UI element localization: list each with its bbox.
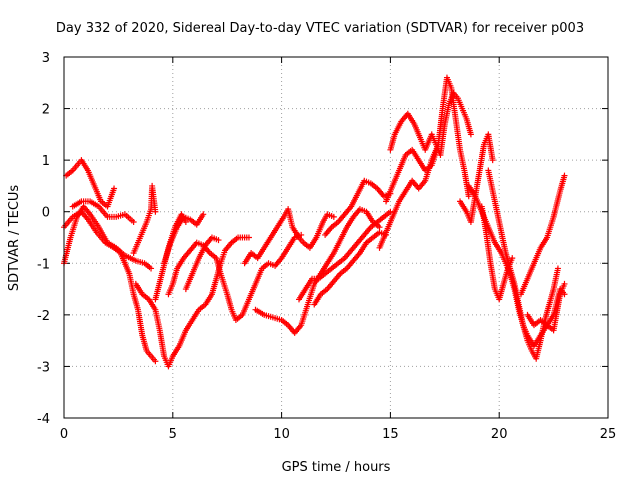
x-axis-label: GPS time / hours bbox=[282, 460, 391, 475]
data-point bbox=[561, 172, 568, 179]
x-tick-label: 0 bbox=[60, 427, 68, 442]
x-tick-label: 15 bbox=[382, 427, 399, 442]
data-point bbox=[245, 234, 252, 241]
data-point bbox=[554, 265, 561, 272]
y-tick-label: 0 bbox=[42, 206, 50, 221]
data-point bbox=[561, 280, 568, 287]
data-point bbox=[215, 237, 222, 244]
y-tick-label: -3 bbox=[37, 360, 50, 375]
data-point bbox=[200, 211, 207, 218]
data-point bbox=[489, 157, 496, 164]
data-point bbox=[561, 291, 568, 298]
data-point bbox=[387, 208, 394, 215]
x-tick-label: 5 bbox=[169, 427, 177, 442]
data-point bbox=[148, 265, 155, 272]
data-points bbox=[61, 74, 568, 370]
data-point bbox=[376, 224, 383, 231]
data-point bbox=[509, 255, 516, 262]
data-point bbox=[152, 208, 159, 215]
chart-title: Day 332 of 2020, Sidereal Day-to-day VTE… bbox=[56, 21, 584, 36]
x-tick-label: 25 bbox=[600, 427, 617, 442]
y-tick-label: 3 bbox=[42, 51, 50, 66]
y-tick-label: 2 bbox=[42, 103, 50, 118]
plot-frame bbox=[63, 56, 609, 419]
y-axis-label: SDTVAR / TECUs bbox=[7, 185, 22, 292]
y-tick-label: -2 bbox=[37, 309, 50, 324]
y-tick-label: 1 bbox=[42, 154, 50, 169]
y-tick-label: -1 bbox=[37, 257, 50, 272]
data-point bbox=[467, 131, 474, 138]
data-point bbox=[435, 141, 442, 148]
axis-ticks: 0 5 10 15 20 25 -4 -3 -2 -1 0 1 2 3 bbox=[37, 51, 616, 442]
data-point bbox=[130, 219, 137, 226]
data-point bbox=[465, 193, 472, 200]
y-tick-label: -4 bbox=[37, 412, 50, 427]
x-tick-label: 20 bbox=[491, 427, 508, 442]
data-point bbox=[330, 213, 337, 220]
data-point bbox=[111, 185, 118, 192]
data-point bbox=[152, 358, 159, 365]
x-tick-label: 10 bbox=[273, 427, 290, 442]
